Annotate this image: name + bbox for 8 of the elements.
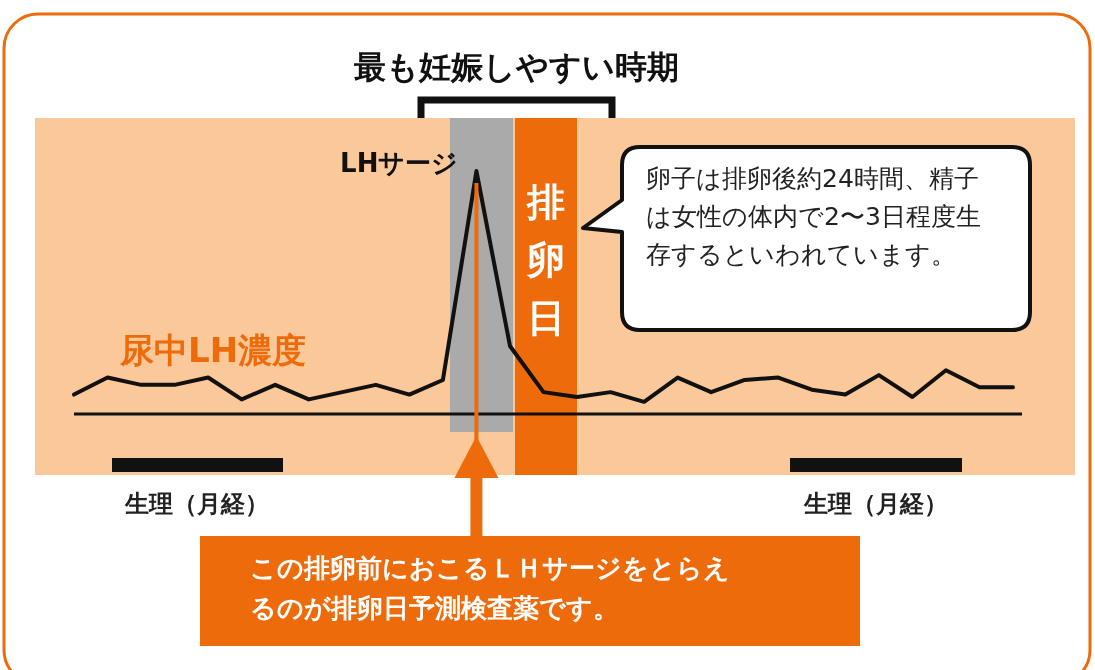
- annotation: 卵子は排卵後約24時間、精子は女性の体内で2〜3日程度生存するといわれています。: [646, 163, 982, 271]
- text: 生理（月経）: [124, 490, 269, 518]
- text: 生理（月経）: [803, 490, 948, 518]
- text: 最も妊娠しやすい時期: [353, 48, 679, 86]
- series-label: 尿中LH濃度: [119, 330, 307, 370]
- annotation: 排卵日: [526, 180, 565, 340]
- text: この排卵前におこるＬＨサージをとらえるのが排卵日予測検査薬です。: [200, 536, 860, 646]
- annotation: LHサージ: [340, 148, 459, 178]
